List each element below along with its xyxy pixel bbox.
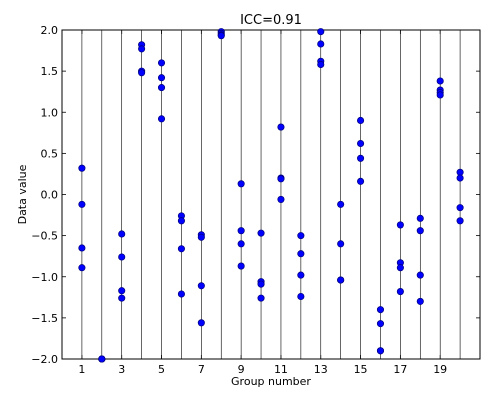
y-tick-label: 2.0 xyxy=(41,24,59,37)
x-tick-label: 11 xyxy=(274,363,288,376)
data-point xyxy=(337,276,345,284)
data-point xyxy=(257,294,265,302)
data-point xyxy=(217,32,225,40)
data-point xyxy=(456,204,464,212)
data-point xyxy=(376,347,385,355)
x-tick-label: 15 xyxy=(354,363,368,376)
data-point xyxy=(78,264,86,272)
data-point xyxy=(456,174,464,182)
data-point xyxy=(138,69,146,77)
x-tick-label: 19 xyxy=(433,363,447,376)
y-tick-label: −2.0 xyxy=(31,353,58,366)
data-point xyxy=(157,84,166,92)
x-tick-label: 13 xyxy=(314,363,328,376)
data-point xyxy=(138,45,146,53)
data-point xyxy=(78,244,86,252)
data-point xyxy=(297,292,305,301)
x-tick-label: 3 xyxy=(118,363,125,376)
data-point xyxy=(357,177,365,185)
x-tick-label: 1 xyxy=(78,363,85,376)
y-tick-label: −1.5 xyxy=(31,312,58,325)
data-point xyxy=(416,227,424,235)
data-point xyxy=(237,262,245,270)
data-point xyxy=(396,221,404,229)
data-point xyxy=(177,245,185,253)
data-point xyxy=(416,271,424,279)
data-point xyxy=(416,214,424,222)
data-point xyxy=(98,355,106,363)
y-tick-label: −0.5 xyxy=(31,230,58,243)
data-point xyxy=(277,175,285,183)
data-point xyxy=(337,200,345,208)
data-point xyxy=(376,320,385,328)
data-point xyxy=(78,200,86,208)
data-point xyxy=(177,290,185,298)
data-point xyxy=(118,287,126,295)
y-tick-label: 1.0 xyxy=(41,106,59,119)
data-point xyxy=(436,91,444,99)
data-point xyxy=(257,280,265,288)
data-point xyxy=(357,154,365,162)
data-point xyxy=(237,180,245,188)
data-point xyxy=(297,271,305,279)
data-point xyxy=(157,74,166,82)
data-point xyxy=(436,77,444,85)
data-point xyxy=(257,229,265,237)
data-point xyxy=(337,240,345,248)
data-point xyxy=(237,227,245,235)
data-point xyxy=(317,28,325,36)
group-lines xyxy=(81,30,461,359)
x-axis-title: Group number xyxy=(231,375,311,388)
x-tick-label: 5 xyxy=(158,363,165,376)
data-point xyxy=(277,123,285,131)
y-tick-label: −1.0 xyxy=(31,271,58,284)
data-point xyxy=(177,217,185,225)
data-point xyxy=(396,288,404,296)
data-point xyxy=(376,306,385,314)
data-point xyxy=(297,232,305,240)
data-point xyxy=(357,139,365,148)
data-point xyxy=(416,297,424,305)
data-point xyxy=(118,230,126,238)
x-tick-label: 17 xyxy=(393,363,407,376)
x-tick-label: 9 xyxy=(238,363,245,376)
y-tick-label: 1.5 xyxy=(41,65,59,78)
y-tick-label: 0.0 xyxy=(41,189,59,202)
x-tick-label: 7 xyxy=(198,363,205,376)
data-point xyxy=(396,264,404,272)
data-point xyxy=(297,250,305,258)
data-point xyxy=(197,282,205,290)
data-point xyxy=(197,319,205,327)
data-point xyxy=(78,164,86,172)
plot-frame xyxy=(61,29,481,360)
data-point xyxy=(456,217,464,225)
x-axis: 1 3 5 7 9 11 13 15 17 19 xyxy=(78,30,447,376)
data-point xyxy=(197,233,205,241)
data-point xyxy=(118,253,126,261)
data-point xyxy=(317,40,325,48)
data-point xyxy=(157,59,166,67)
data-points xyxy=(78,28,464,363)
chart-title: ICC=0.91 xyxy=(240,13,302,28)
data-point xyxy=(157,115,166,123)
y-axis: −2.0 −1.5 −1.0 −0.5 0.0 0.5 1.0 1.5 2.0 xyxy=(31,24,480,366)
y-axis-title: Data value xyxy=(16,164,29,224)
data-point xyxy=(317,60,325,69)
data-point xyxy=(357,116,365,125)
data-point xyxy=(277,195,285,203)
data-point xyxy=(237,240,245,248)
y-tick-label: 0.5 xyxy=(41,147,59,160)
data-point xyxy=(118,294,126,302)
